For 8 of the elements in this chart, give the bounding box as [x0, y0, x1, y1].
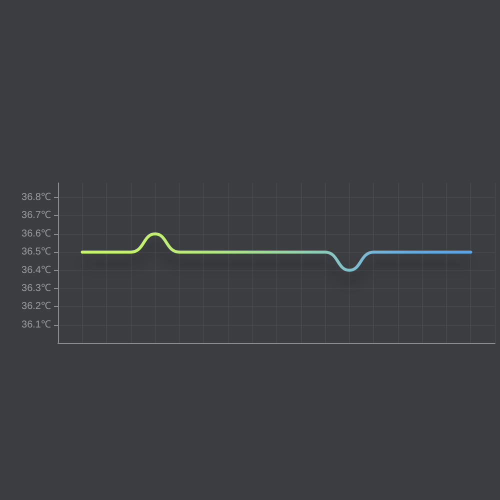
y-tick-label: 36.4℃	[22, 264, 51, 276]
y-tick-label: 36.8℃	[22, 192, 51, 204]
y-tick-label: 36.2℃	[22, 301, 51, 312]
y-tick-label: 36.1℃	[22, 319, 51, 330]
y-tick-label: 36.3℃	[22, 282, 51, 294]
y-tick-label: 36.7℃	[22, 210, 51, 222]
y-tick-label: 36.5℃	[22, 246, 51, 258]
y-tick-label: 36.6℃	[22, 228, 51, 240]
